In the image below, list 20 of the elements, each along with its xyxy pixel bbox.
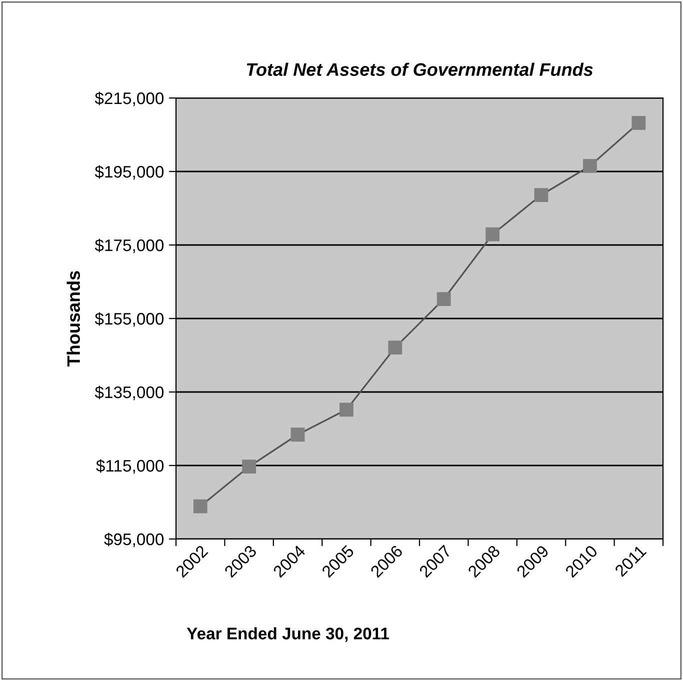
y-tick-label: $155,000 bbox=[94, 312, 164, 327]
y-tick-label: $115,000 bbox=[96, 459, 164, 474]
point bbox=[388, 340, 402, 354]
y-tick-label: $195,000 bbox=[94, 165, 164, 180]
x-axis-title: Year Ended June 30, 2011 bbox=[186, 627, 390, 642]
y-tick-label: $175,000 bbox=[94, 238, 164, 254]
point bbox=[632, 116, 646, 130]
point bbox=[340, 402, 354, 417]
point bbox=[242, 460, 256, 474]
y-axis-title: Thousands bbox=[66, 271, 80, 366]
point bbox=[583, 159, 597, 173]
point bbox=[534, 188, 548, 202]
point bbox=[486, 227, 500, 242]
point bbox=[193, 499, 208, 514]
point bbox=[436, 292, 451, 306]
y-tick-label: $95,000 bbox=[104, 532, 164, 548]
y-tick-label: $215,000 bbox=[94, 92, 164, 106]
point bbox=[290, 428, 305, 442]
y-tick-label: $135,000 bbox=[94, 386, 164, 400]
chart-title: Total Net Assets of Governmental Funds bbox=[246, 62, 593, 76]
